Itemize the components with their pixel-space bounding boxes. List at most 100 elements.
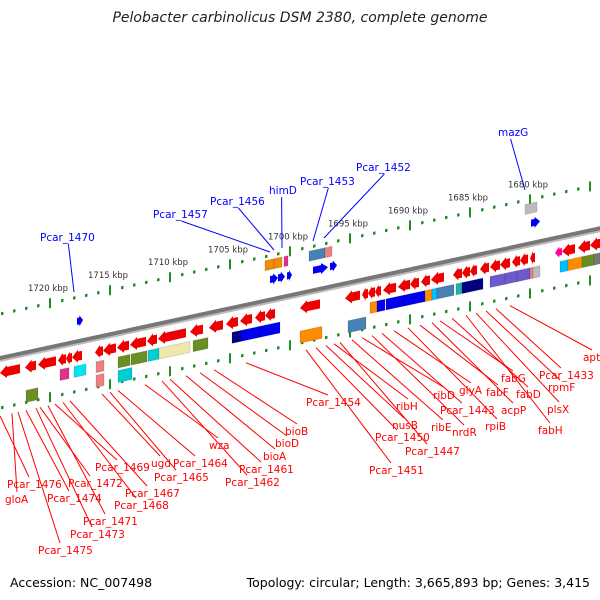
minor-tick: [457, 307, 460, 311]
minor-tick: [445, 215, 448, 220]
label-leader-line: [451, 317, 529, 388]
minor-tick: [265, 348, 268, 353]
label-leader-line: [325, 345, 405, 419]
gene-label-Pcar_1468: Pcar_1468: [114, 500, 169, 512]
major-tick: [169, 366, 171, 377]
reverse-gene-arrow: [383, 282, 396, 296]
gene-label-Pcar_1470: Pcar_1470: [40, 232, 95, 244]
label-leader-line: [117, 390, 196, 457]
minor-tick: [13, 309, 16, 313]
label-leader-line: [237, 207, 275, 251]
gene-label-wza: wza: [209, 440, 230, 452]
minor-tick: [13, 403, 16, 407]
gene-category-box: [192, 336, 209, 353]
label-leader-line: [475, 312, 560, 403]
gene-category-box: [516, 267, 531, 283]
gene-category-box: [240, 325, 261, 343]
forward-gene-arrow: [270, 273, 278, 285]
reverse-gene-arrow: [25, 359, 36, 373]
minor-tick: [493, 205, 496, 209]
minor-tick: [565, 189, 568, 194]
reverse-gene-arrow: [590, 237, 600, 251]
label-leader-line: [185, 375, 276, 450]
gene-label-ribH: ribH: [396, 401, 418, 413]
reverse-gene-arrow: [147, 333, 157, 347]
gene-category-box: [581, 253, 595, 269]
reverse-gene-arrow: [512, 254, 520, 268]
gene-label-fabG: fabG: [501, 373, 526, 385]
gene-label-Pcar_1473: Pcar_1473: [70, 529, 125, 541]
label-leader-line: [101, 393, 161, 457]
reverse-gene-arrow: [421, 274, 430, 288]
gene-label-Pcar_1476: Pcar_1476: [7, 479, 62, 491]
gene-label-bioD: bioD: [275, 438, 299, 450]
major-tick: [469, 207, 471, 218]
gene-category-box: [117, 366, 133, 384]
gene-category-box: [532, 265, 541, 279]
minor-tick: [553, 192, 556, 196]
reverse-gene-arrow: [103, 342, 116, 356]
minor-tick: [73, 296, 76, 300]
major-tick: [529, 194, 531, 205]
reverse-gene-arrow: [117, 339, 129, 353]
gene-category-box: [424, 288, 433, 303]
label-leader-line: [169, 378, 262, 463]
gene-label-himD: himD: [269, 185, 297, 197]
reverse-gene-arrow: [362, 287, 368, 301]
gene-category-box: [95, 359, 105, 374]
gene-category-box: [504, 270, 518, 285]
minor-tick: [517, 294, 520, 298]
forward-gene-arrow: [313, 263, 328, 275]
kbp-label: 1710 kbp: [148, 258, 188, 268]
reverse-gene-arrow: [190, 323, 203, 337]
minor-tick: [541, 288, 544, 293]
gene-category-box: [147, 347, 160, 363]
reverse-gene-arrow: [480, 261, 489, 275]
gene-label-plsX: plsX: [547, 404, 569, 416]
gene-label-glyA: glyA: [459, 385, 483, 397]
gene-label-Pcar_1472: Pcar_1472: [68, 478, 123, 490]
label-leader-line: [381, 333, 463, 404]
gene-label-Pcar_1467: Pcar_1467: [125, 488, 180, 500]
minor-tick: [421, 314, 424, 319]
major-tick: [409, 314, 411, 325]
gene-category-box: [461, 278, 479, 295]
label-leader-line: [25, 410, 70, 492]
kbp-label: 1685 kbp: [448, 193, 488, 203]
minor-tick: [85, 387, 88, 392]
minor-tick: [73, 390, 76, 394]
minor-tick: [505, 296, 508, 301]
minor-tick: [145, 280, 148, 285]
gene-category-box: [25, 387, 39, 403]
gene-label-Pcar_1454: Pcar_1454: [306, 397, 361, 409]
major-tick: [109, 285, 111, 296]
reverse-gene-arrow: [578, 240, 590, 254]
gene-label-ugd: ugd: [151, 458, 171, 470]
major-tick: [589, 275, 591, 286]
map-title: Pelobacter carbinolicus DSM 2380, comple…: [112, 10, 488, 26]
minor-tick: [121, 285, 124, 290]
reverse-gene-arrow: [0, 364, 20, 378]
minor-tick: [325, 335, 328, 340]
gene-category-box: [130, 350, 148, 366]
reverse-gene-arrow: [209, 319, 223, 333]
label-leader-line: [351, 339, 444, 421]
kbp-label: 1715 kbp: [88, 271, 128, 281]
forward-gene-arrow: [330, 260, 337, 272]
major-tick: [169, 272, 171, 283]
gene-category-box: [376, 298, 386, 313]
label-leader-line: [323, 173, 385, 239]
label-leader-line: [312, 187, 329, 242]
backbone: [0, 224, 600, 363]
reverse-gene-arrow: [453, 267, 462, 281]
minor-tick: [145, 374, 148, 379]
minor-tick: [577, 187, 580, 191]
gene-category-box: [347, 316, 367, 334]
gene-category-box: [231, 329, 242, 344]
minor-tick: [193, 364, 196, 368]
major-tick: [49, 391, 51, 403]
label-leader-line: [17, 411, 61, 544]
kbp-label: 1690 kbp: [388, 206, 428, 216]
reverse-gene-arrow: [375, 284, 381, 298]
